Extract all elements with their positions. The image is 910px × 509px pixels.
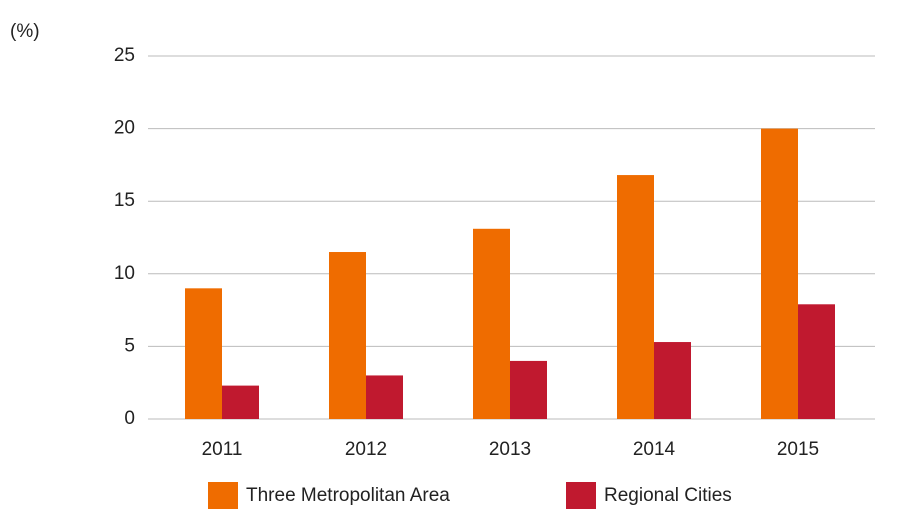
y-tick-label: 15 bbox=[114, 190, 135, 211]
y-tick-label: 20 bbox=[114, 118, 135, 139]
bar bbox=[329, 252, 366, 419]
x-tick-label: 2012 bbox=[345, 439, 387, 460]
y-axis-label: (%) bbox=[10, 21, 40, 42]
bar bbox=[366, 375, 403, 419]
legend-label: Regional Cities bbox=[604, 485, 732, 506]
bar bbox=[654, 342, 691, 419]
bar bbox=[185, 288, 222, 419]
x-tick-label: 2014 bbox=[633, 439, 676, 460]
y-tick-label: 5 bbox=[124, 335, 135, 356]
legend-swatch bbox=[566, 482, 596, 509]
bar bbox=[617, 175, 654, 419]
y-tick-label: 10 bbox=[114, 263, 135, 284]
x-tick-label: 2013 bbox=[489, 439, 531, 460]
legend-label: Three Metropolitan Area bbox=[246, 485, 450, 506]
bar bbox=[510, 360, 547, 419]
bar bbox=[798, 304, 835, 419]
bar bbox=[222, 385, 259, 419]
y-tick-label: 0 bbox=[124, 408, 135, 429]
bar bbox=[761, 128, 798, 419]
x-tick-label: 2011 bbox=[202, 439, 243, 460]
legend-swatch bbox=[208, 482, 238, 509]
x-tick-label: 2015 bbox=[777, 439, 819, 460]
y-tick-label: 25 bbox=[114, 45, 135, 66]
bar bbox=[473, 228, 510, 419]
